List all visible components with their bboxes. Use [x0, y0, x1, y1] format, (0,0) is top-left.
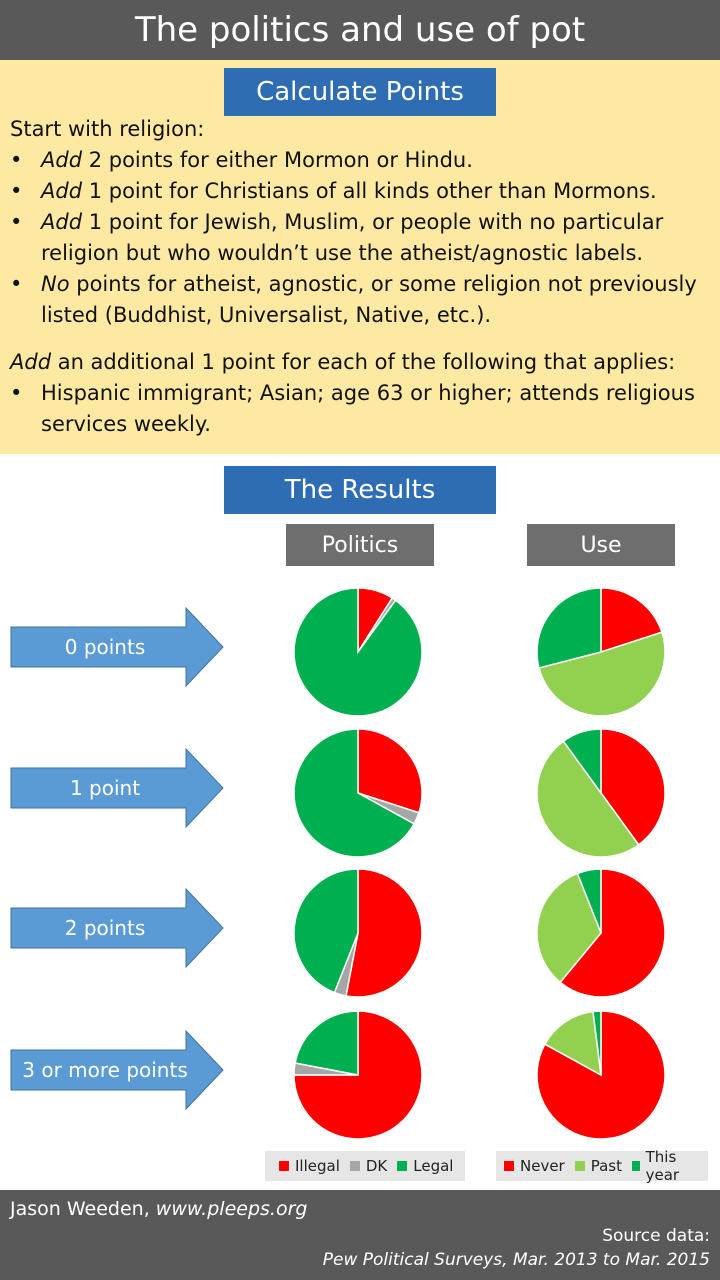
rule-text: 1 point for Jewish, Muslim, or people wi…: [41, 210, 664, 265]
source-label: Source data:: [602, 1226, 710, 1246]
rule-emphasis: Add: [41, 179, 83, 203]
politics-pie-chart: [292, 1009, 424, 1141]
use-legend: Never Past This year: [496, 1148, 708, 1184]
footer-author: Jason Weeden, www.pleeps.org: [10, 1198, 307, 1220]
politics-pie-chart: [292, 867, 424, 999]
legend-swatch: [574, 1161, 585, 1171]
rule-item: No points for atheist, agnostic, or some…: [10, 269, 710, 331]
legend-item: Past: [574, 1157, 622, 1175]
pie-slice-this-year: [576, 868, 602, 934]
source-citation: Pew Political Surveys, Mar. 2013 to Mar.…: [322, 1250, 710, 1270]
legend-label: Past: [590, 1157, 622, 1175]
pie-slice-past: [543, 1010, 602, 1077]
use-column-header: Use: [527, 524, 675, 566]
pie-slice-illegal: [357, 728, 423, 814]
additional-intro: Add an additional 1 point for each of th…: [10, 347, 710, 378]
rule-item: Add 1 point for Jewish, Muslim, or peopl…: [10, 207, 710, 269]
pie-slice-past: [536, 740, 640, 858]
row-label: 3 or more points: [22, 1058, 188, 1082]
rule-emphasis: Add: [41, 210, 83, 234]
politics-pie-chart: [292, 586, 424, 718]
pie-slice-this-year: [536, 587, 602, 669]
pie-slice-legal: [293, 868, 359, 994]
legend-swatch: [632, 1161, 640, 1171]
legend-swatch: [279, 1161, 289, 1171]
pie-slice-illegal: [293, 1010, 423, 1140]
arrow-shape: [10, 607, 224, 687]
rule-emphasis: No: [41, 272, 70, 296]
rule-text: points for atheist, agnostic, or some re…: [41, 272, 697, 327]
legend-label: Legal: [413, 1157, 454, 1175]
use-pie-chart: [535, 586, 667, 718]
pie-slice-never: [536, 1010, 666, 1140]
pie-slice-past: [536, 872, 602, 984]
pie-slice-this-year: [592, 1010, 602, 1076]
rule-emphasis: Add: [10, 350, 52, 374]
use-pie-chart: [535, 867, 667, 999]
rules-text: Start with religion: Add 2 points for ei…: [10, 114, 710, 440]
legend-swatch: [397, 1161, 408, 1171]
legend-swatch: [504, 1161, 514, 1171]
rule-text: 2 points for either Mormon or Hindu.: [82, 148, 473, 172]
religion-points-list: Add 2 points for either Mormon or Hindu.…: [10, 145, 710, 331]
pie-slice-legal: [293, 587, 423, 717]
calculate-points-header: Calculate Points: [224, 68, 496, 116]
row-arrow: 2 points: [10, 888, 225, 968]
row-arrow: 1 point: [10, 748, 225, 828]
row-arrow: 0 points: [10, 607, 225, 687]
rule-item: Hispanic immigrant; Asian; age 63 or hig…: [10, 378, 710, 440]
pie-slice-never: [559, 868, 666, 998]
pie-slice-this-year: [562, 728, 602, 796]
use-pie-chart: [535, 727, 667, 859]
rule-emphasis: Add: [41, 148, 83, 172]
rule-item: Add 1 point for Christians of all kinds …: [10, 176, 710, 207]
legend-item: Never: [504, 1157, 565, 1175]
use-pie-chart: [535, 1009, 667, 1141]
legend-label: Never: [520, 1157, 565, 1175]
results-header: The Results: [224, 466, 496, 514]
rules-intro: Start with religion:: [10, 117, 205, 141]
legend-item: DK: [349, 1157, 388, 1175]
row-label: 0 points: [64, 635, 146, 659]
arrow-shape: [10, 1030, 224, 1110]
rule-item: Add 2 points for either Mormon or Hindu.: [10, 145, 710, 176]
pie-slice-illegal: [345, 868, 423, 998]
legend-item: This year: [632, 1148, 698, 1184]
legend-label: This year: [645, 1148, 680, 1184]
politics-legend: Illegal DK Legal: [265, 1151, 465, 1181]
legend-item: Illegal: [279, 1157, 340, 1175]
pie-slice-never: [600, 728, 666, 846]
legend-label: Illegal: [295, 1157, 340, 1175]
arrow-shape: [10, 888, 224, 968]
row-arrow: 3 or more points: [10, 1030, 225, 1110]
author-name: Jason Weeden,: [10, 1198, 156, 1220]
arrow-shape: [10, 748, 224, 828]
legend-item: Legal: [397, 1157, 453, 1175]
author-site: www.pleeps.org: [155, 1198, 308, 1220]
legend-label: DK: [365, 1157, 388, 1175]
footer: Jason Weeden, www.pleeps.org Source data…: [0, 1190, 720, 1280]
politics-column-header: Politics: [286, 524, 434, 566]
legend-swatch: [349, 1161, 360, 1171]
rule-text: an additional 1 point for each of the fo…: [51, 350, 676, 374]
pie-slice-never: [600, 587, 663, 654]
row-label: 2 points: [64, 916, 146, 940]
pie-slice-legal: [293, 728, 416, 858]
additional-points-list: Hispanic immigrant; Asian; age 63 or hig…: [10, 378, 710, 440]
calculate-points-section: Calculate Points Start with religion: Ad…: [0, 60, 720, 454]
pie-slice-legal: [294, 1010, 359, 1076]
pie-slice-past: [538, 631, 666, 717]
rule-text: 1 point for Christians of all kinds othe…: [82, 179, 657, 203]
politics-pie-chart: [292, 727, 424, 859]
row-label: 1 point: [69, 776, 141, 800]
page-title: The politics and use of pot: [0, 0, 720, 60]
